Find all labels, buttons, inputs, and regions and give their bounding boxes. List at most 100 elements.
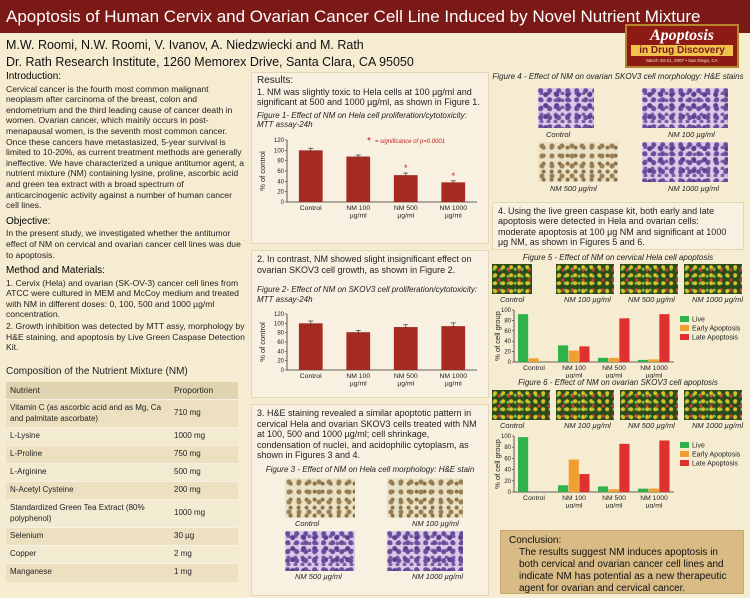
nutrient-amount: 710 mg — [170, 399, 238, 428]
conclusion-text: The results suggest NM induces apoptosis… — [519, 547, 727, 594]
x-tick-label: Control — [523, 365, 545, 372]
nutrient-amount: 1 mg — [170, 563, 238, 582]
fig2-caption: Figure 2- Effect of NM on SKOV3 cell pro… — [257, 285, 478, 304]
x-tick-label: Control — [300, 205, 322, 212]
bar — [393, 327, 418, 370]
methods-p1: 1. Cervix (Hela) and ovarian (SK-OV-3) c… — [6, 277, 239, 320]
fig5-image — [492, 264, 532, 294]
y-tick-label: 60 — [277, 340, 284, 346]
fig5-images: Control NM 100 µg/ml NM 500 µg/ml NM 1000 µ… — [492, 262, 744, 306]
x-tick-label: µg/ml — [350, 212, 367, 219]
x-tick-label: NM 100 — [346, 205, 370, 212]
x-tick-label: µg/ml — [646, 502, 663, 508]
x-tick-label: NM 1000 — [439, 373, 467, 380]
nutrient-amount: 1000 mg — [170, 427, 238, 446]
bar-live — [558, 484, 569, 492]
bar-late-apoptosis — [619, 318, 630, 362]
y-axis-label: % of cell group — [493, 439, 502, 489]
fig4-image-nm500 — [538, 141, 618, 182]
results-text-1: 1. NM was slightly toxic to Hela cells a… — [257, 86, 480, 108]
bar — [441, 326, 466, 370]
legend-swatch — [680, 441, 689, 448]
y-axis-label: % of control — [258, 150, 267, 190]
results-text-4: 4. Using the live green caspase kit, bot… — [498, 205, 727, 248]
logo-line2: in Drug Discovery — [631, 45, 733, 56]
y-tick-label: 40 — [277, 349, 284, 355]
table-row: Standardized Green Tea Extract (80% poly… — [6, 499, 238, 528]
x-tick-label: Control — [523, 495, 545, 502]
table-row: L-Lysine 1000 mg — [6, 427, 238, 446]
y-tick-label: 40 — [504, 467, 511, 473]
fig5-label: Control — [500, 295, 525, 304]
y-tick-label: 0 — [281, 200, 285, 206]
table-row: Manganese 1 mg — [6, 563, 238, 582]
fig3-label: Control — [295, 519, 320, 528]
table-row: Copper 2 mg — [6, 545, 238, 564]
results-box-2: 2. In contrast, NM showed slight insigni… — [251, 250, 489, 398]
intro-heading: Introduction: — [6, 71, 62, 82]
composition-table: Nutrient Proportion Vitamin C (as ascorb… — [6, 382, 238, 582]
nutrient-name: L-Lysine — [6, 427, 170, 446]
bar-live — [598, 485, 609, 492]
bar-late-apoptosis — [579, 473, 590, 492]
y-tick-label: 60 — [277, 169, 284, 175]
legend-label: Early Apoptosis — [692, 326, 741, 333]
conclusion-heading: Conclusion: — [509, 535, 562, 546]
bar — [298, 149, 323, 202]
y-tick-label: 40 — [504, 339, 511, 345]
y-tick-label: 80 — [277, 331, 284, 337]
y-tick-label: 20 — [504, 350, 511, 356]
x-tick-label: µg/ml — [646, 373, 663, 379]
legend-swatch — [680, 325, 689, 331]
y-tick-label: 100 — [274, 321, 285, 327]
fig5-caption: Figure 5 - Effect of NM on cervical Hela… — [522, 252, 714, 262]
x-tick-label: µg/ml — [445, 381, 462, 388]
bar-live — [518, 436, 529, 492]
fig4-images: Control NM 100 µg/ml NM 500 µg/ml NM 1000 µ… — [492, 82, 744, 198]
nutrient-amount: 1000 mg — [170, 499, 238, 528]
fig6-image — [684, 389, 742, 420]
bar-early-apoptosis — [528, 358, 539, 362]
intro-text: Cervical cancer is the fourth most commo… — [6, 83, 245, 211]
y-tick-label: 100 — [501, 434, 512, 440]
x-tick-label: NM 1000 — [439, 205, 467, 212]
y-tick-label: 100 — [274, 148, 285, 154]
composition-title: Composition of the Nutrient Mixture (NM) — [6, 365, 188, 377]
fig4-label: NM 500 µg/ml — [550, 183, 597, 193]
fig3-image-nm1000 — [387, 531, 463, 571]
results-heading: Results: — [257, 75, 294, 86]
x-tick-label: µg/ml — [606, 502, 623, 508]
bar-live — [638, 359, 649, 362]
x-tick-label: µg/ml — [397, 381, 414, 388]
fig6-caption: Figure 6 - Effect of NM on ovarian SKOV3… — [518, 378, 718, 387]
fig5-image — [620, 264, 678, 294]
nutrient-name: Vitamin C (as ascorbic acid and as Mg, C… — [6, 399, 170, 428]
y-tick-label: 80 — [504, 445, 511, 451]
objective-heading: Objective: — [6, 215, 51, 227]
authors-block: M.W. Roomi, N.W. Roomi, V. Ivanov, A. Ni… — [6, 37, 414, 71]
y-tick-label: 0 — [508, 360, 512, 366]
legend-label: Late Apoptosis — [692, 460, 738, 467]
fig4-label: NM 100 µg/ml — [668, 129, 715, 139]
title-bar: Apoptosis of Human Cervix and Ovarian Ca… — [0, 0, 750, 33]
results-box-3: 3. H&E staining revealed a similar apopt… — [251, 404, 489, 596]
x-tick-label: µg/ml — [350, 381, 367, 388]
x-tick-label: NM 100 — [346, 373, 370, 380]
fig4-image-nm100 — [642, 87, 728, 128]
table-row: Vitamin C (as ascorbic acid and as Mg, C… — [6, 399, 238, 428]
conference-logo: Apoptosis in Drug Discovery March 20-21,… — [625, 24, 739, 68]
objective-text: In the present study, we investigated wh… — [6, 228, 241, 260]
bar — [393, 174, 418, 202]
fig5-image — [556, 264, 614, 294]
fig1-chart: 0 20 40 60 80 100 120 % of control Control NM 100… — [258, 136, 477, 219]
legend-swatch — [680, 316, 689, 322]
fig4-label: NM 1000 µg/ml — [668, 183, 720, 193]
fig2-chart: 0 20 40 60 80 100 120 % of control Control NM 100… — [258, 312, 477, 388]
fig4-caption: Figure 4 - Effect of NM on ovarian SKOV3… — [492, 72, 744, 81]
results-box-4: 4. Using the live green caspase kit, bot… — [492, 201, 744, 250]
fig3-label: NM 100 µg/ml — [412, 519, 459, 528]
x-tick-label: NM 1000 — [640, 495, 668, 502]
fig5-label: NM 100 µg/ml — [564, 295, 611, 304]
x-tick-label: µg/ml — [566, 373, 583, 379]
results-box-1: Results: 1. NM was slightly toxic to Hel… — [251, 72, 489, 244]
